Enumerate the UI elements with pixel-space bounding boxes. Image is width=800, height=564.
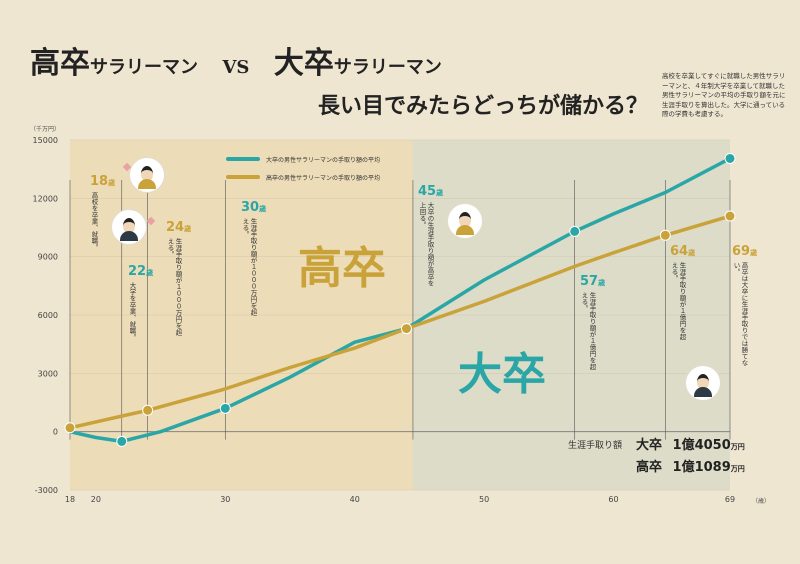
- total-high-value: 1億1089: [672, 460, 731, 475]
- total-univ: 大卒 1億4050万円: [636, 434, 745, 453]
- legend-item-univ: 大卒の男性サラリーマンの手取り額の平均: [226, 150, 380, 168]
- description: 高校を卒業してすぐに就職した男性サラリーマンと、４年制大学を卒業して就職した男性…: [662, 72, 786, 118]
- x-tick-label: 18: [65, 495, 75, 504]
- y-tick-label: 9000: [38, 253, 58, 262]
- data-point-high: [659, 229, 671, 241]
- data-point-univ: [569, 225, 581, 237]
- total-univ-name: 大卒: [636, 438, 663, 453]
- annotation-text-30: 生涯手取り額が１０００万円を超える。: [241, 218, 257, 316]
- annotation-age-30: 30歳: [241, 200, 267, 215]
- legend-swatch-univ: [226, 157, 260, 161]
- y-tick-label: 12000: [33, 194, 58, 203]
- annotation-age-45: 45歳: [418, 184, 444, 199]
- data-point-high: [64, 422, 76, 434]
- legend: 大卒の男性サラリーマンの手取り額の平均 高卒の男性サラリーマンの手取り額の平均: [226, 150, 380, 186]
- data-point-univ: [219, 402, 231, 414]
- y-tick-label: 15000: [33, 136, 58, 145]
- workers-avatar: [448, 204, 482, 238]
- annotation-text-22: 大学を卒業、就職。: [128, 282, 136, 341]
- y-unit: （千万円）: [30, 126, 61, 133]
- y-tick-label: -3000: [35, 486, 58, 495]
- title-high-sub: サラリーマン: [90, 57, 198, 78]
- data-point-high: [142, 404, 154, 416]
- title-vs: VS: [222, 57, 250, 78]
- annotation-text-69: 高卒は大卒に生涯手取りでは勝てない。: [732, 262, 748, 366]
- total-univ-value: 1億4050: [672, 438, 731, 453]
- x-tick-label: 50: [479, 495, 489, 504]
- couple-avatar: [686, 366, 720, 400]
- total-high-name: 高卒: [636, 460, 663, 475]
- total-high-unit: 万円: [730, 465, 745, 473]
- annotation-age-22: 22歳: [128, 264, 154, 279]
- x-tick-label: 20: [91, 495, 101, 504]
- title-high: 高卒: [30, 46, 90, 81]
- subtitle: 長い目でみたらどっちが儲かる？: [318, 93, 649, 119]
- x-tick-label: 60: [608, 495, 618, 504]
- legend-label-univ: 大卒の男性サラリーマンの手取り額の平均: [266, 156, 381, 164]
- x-tick-label: 69: [725, 495, 735, 504]
- y-tick-label: 6000: [38, 311, 58, 320]
- y-tick-label: 0: [53, 428, 58, 437]
- data-point-univ: [116, 435, 128, 447]
- title-univ-sub: サラリーマン: [333, 57, 442, 78]
- data-point-high: [400, 323, 412, 335]
- legend-item-high: 高卒の男性サラリーマンの手取り額の平均: [226, 168, 380, 186]
- annotation-text-45: 大卒の生涯手取り額が高卒を上回る。: [418, 202, 434, 287]
- data-point-high: [724, 210, 736, 222]
- total-high: 高卒 1億1089万円: [636, 456, 745, 475]
- region-label-univ: 大卒: [458, 349, 546, 400]
- annotation-age-69: 69歳: [732, 244, 758, 259]
- x-tick-label: 40: [350, 495, 360, 504]
- annotation-text-24: 生涯手取り額が１０００万円を超える。: [166, 238, 182, 336]
- legend-swatch-high: [226, 175, 260, 179]
- title-univ: 大卒: [273, 46, 334, 81]
- annotation-text-64: 生涯手取り額が１億円を超える。: [670, 262, 686, 340]
- annotation-age-57: 57歳: [580, 274, 606, 289]
- annotation-text-18: 高校を卒業、就職。: [90, 192, 98, 251]
- annotation-age-24: 24歳: [166, 220, 192, 235]
- student-avatar: [112, 210, 146, 244]
- annotation-age-64: 64歳: [670, 244, 696, 259]
- series-line-high: [68, 214, 732, 430]
- main-title: 高卒サラリーマン VS 大卒サラリーマン: [30, 38, 442, 82]
- x-unit: （歳）: [752, 498, 771, 505]
- x-tick-label: 30: [220, 495, 230, 504]
- annotation-age-18: 18歳: [90, 174, 116, 189]
- region-label-high: 高卒: [298, 243, 386, 294]
- total-univ-unit: 万円: [730, 443, 745, 451]
- totals-label: 生涯手取り額: [568, 441, 623, 451]
- legend-label-high: 高卒の男性サラリーマンの手取り額の平均: [266, 174, 381, 182]
- y-tick-label: 3000: [38, 369, 58, 378]
- graduate-avatar: [130, 158, 164, 192]
- data-point-univ: [724, 152, 736, 164]
- annotation-text-57: 生涯手取り額が１億円を超える。: [580, 292, 596, 370]
